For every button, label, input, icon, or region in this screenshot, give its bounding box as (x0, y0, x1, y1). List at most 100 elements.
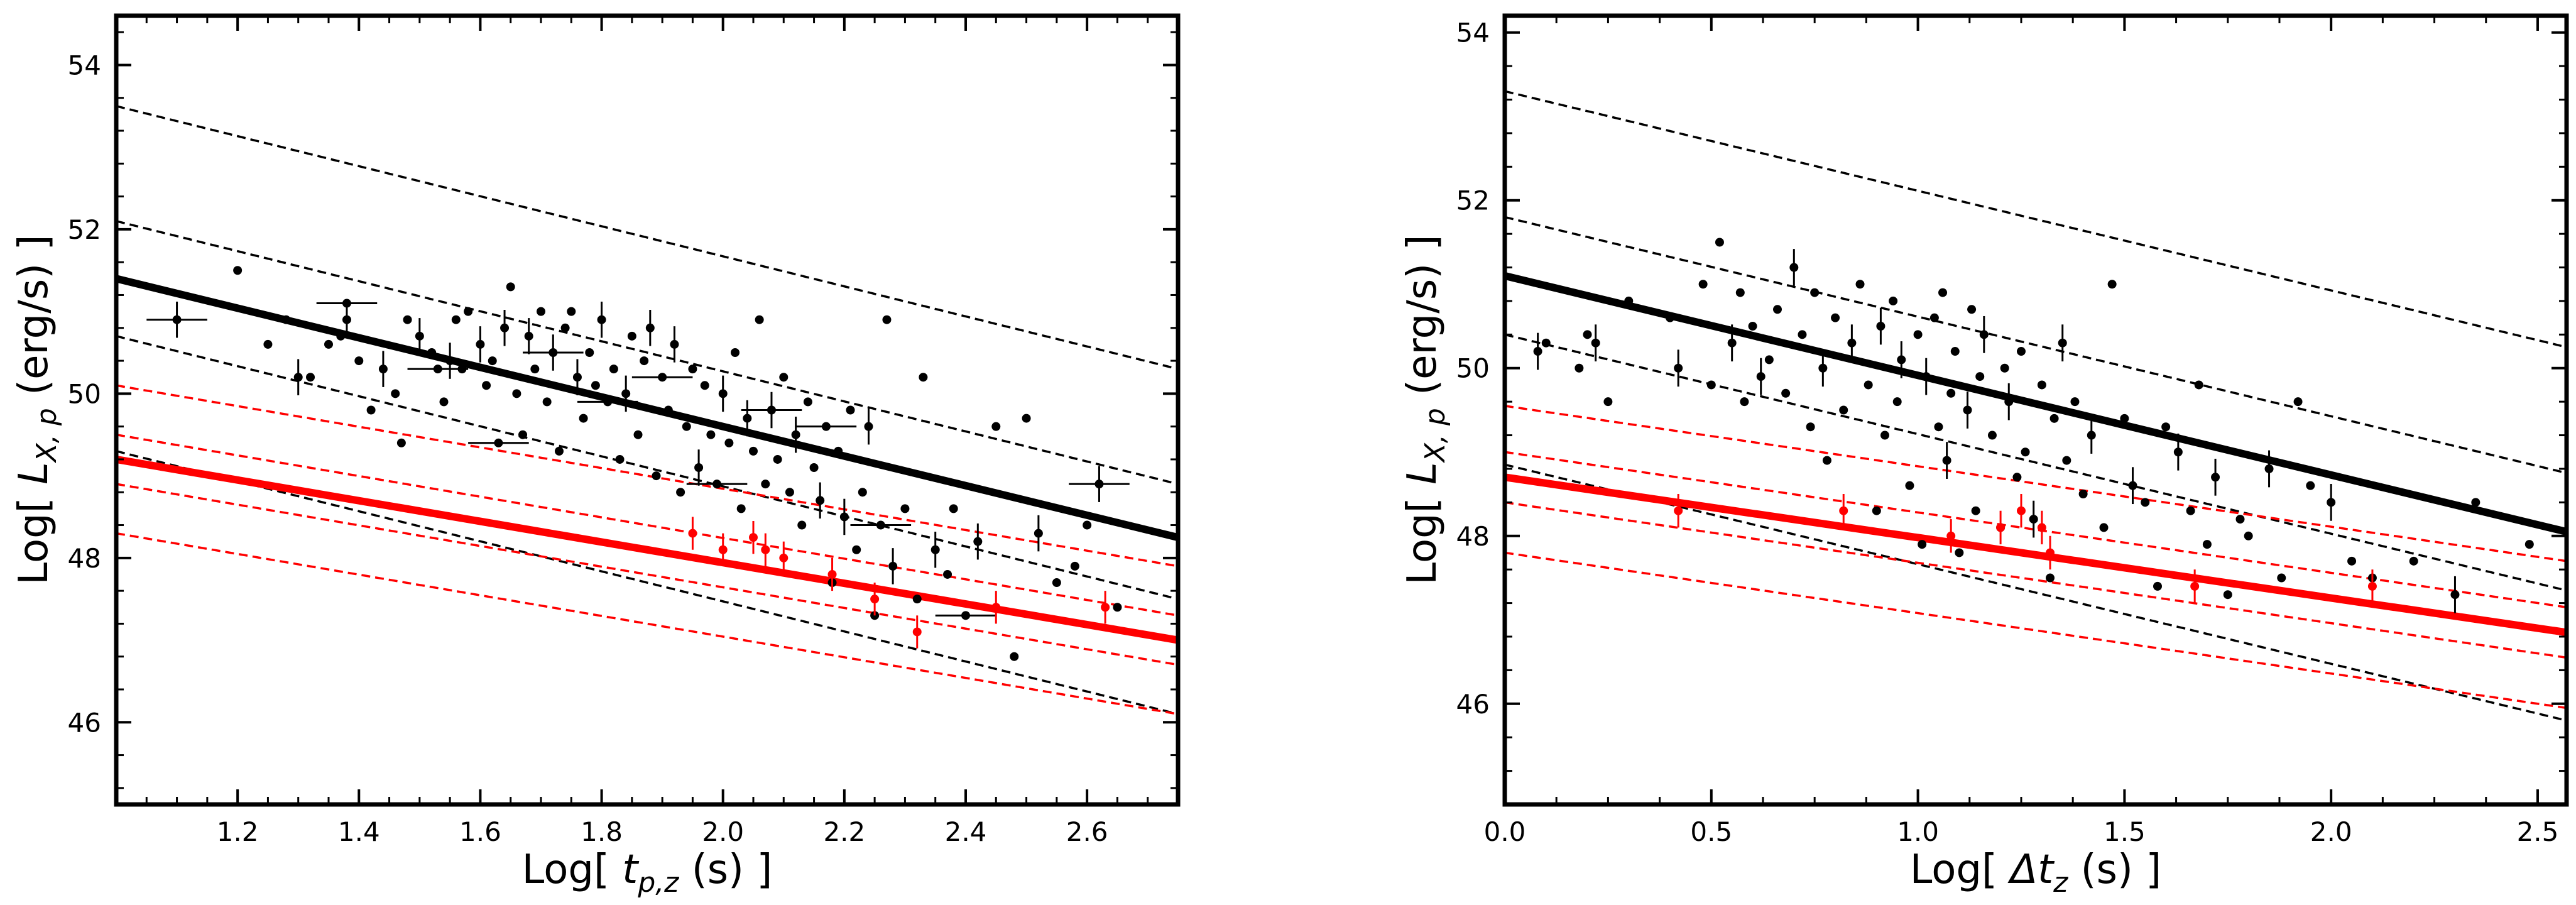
black-point (1624, 296, 1634, 305)
x-tick-label: 1.5 (2104, 816, 2146, 847)
black-point (2107, 280, 2117, 289)
red-point (761, 545, 770, 554)
red-point (1839, 506, 1848, 515)
black-point (1810, 288, 1820, 297)
black-point (281, 315, 291, 324)
black-point (1698, 280, 1708, 289)
black-point (457, 365, 467, 374)
black-point (912, 595, 922, 604)
red-fit-line (116, 456, 1178, 644)
black-fit-line (116, 275, 1178, 541)
black-point (1892, 397, 1902, 407)
black-point (554, 446, 564, 456)
x-tick-label: 0.5 (1690, 816, 1732, 847)
black-point (1764, 355, 1774, 365)
x-tick-label: 2.4 (945, 816, 987, 847)
red-upper-1sigma-line (1505, 451, 2567, 608)
black-point (1975, 372, 1985, 381)
x-tick-label: 2.2 (823, 816, 865, 847)
black-point (700, 381, 709, 390)
x-tick-label: 2.5 (2517, 816, 2559, 847)
black-point (2120, 414, 2129, 423)
black-point (427, 348, 437, 357)
black-point (1070, 561, 1079, 571)
black-point (2046, 573, 2055, 583)
red-point (779, 553, 789, 562)
black-point (2277, 573, 2286, 583)
black-point (1864, 380, 1873, 390)
y-tick-label: 46 (1456, 689, 1490, 720)
black-point (1022, 414, 1031, 423)
black-point (797, 520, 807, 530)
black-point (1806, 422, 1815, 432)
black-point (391, 389, 400, 398)
black-point (1946, 388, 1956, 398)
black-point (2471, 498, 2480, 507)
black-point (2235, 515, 2245, 524)
black-point (900, 504, 910, 513)
black-point (846, 405, 855, 415)
black-point (1575, 363, 1584, 373)
x-tick-label: 1.2 (217, 816, 259, 847)
y-tick-label: 52 (68, 214, 101, 245)
red-lower-1sigma-line (1505, 501, 2567, 659)
black-point (585, 348, 594, 357)
x-tick-label: 2.0 (2310, 816, 2352, 847)
y-tick-label: 46 (68, 707, 101, 738)
black-point (2062, 456, 2071, 465)
red-lower-1sigma-line (116, 483, 1178, 666)
x-axis-label: Log[ Δtz (s) ] (1910, 847, 2162, 899)
x-tick-label: 1.4 (338, 816, 380, 847)
black-point (1773, 305, 1782, 314)
black-point (2306, 481, 2315, 490)
black-point (663, 405, 673, 415)
y-tick-label: 54 (1456, 18, 1490, 48)
black-point (591, 381, 600, 390)
black-point (506, 282, 515, 292)
black-point (682, 422, 691, 431)
black-point (1905, 481, 1914, 490)
black-point (991, 422, 1001, 431)
black-point (1583, 330, 1592, 339)
black-point (1541, 338, 1551, 348)
black-point (233, 266, 243, 275)
black-point (1971, 506, 1980, 515)
black-point (2016, 347, 2026, 356)
fit-lines-group (116, 105, 1178, 715)
black-point (518, 430, 528, 439)
black-point (779, 373, 789, 382)
red-point (1946, 531, 1956, 540)
black-upper-1sigma-line (1505, 333, 2567, 592)
black-point (652, 471, 661, 481)
black-point (1967, 305, 1977, 314)
black-point (512, 389, 521, 398)
red-point (2367, 581, 2377, 591)
black-point (755, 315, 764, 324)
black-point (1740, 397, 1749, 407)
black-upper-1sigma-line (116, 335, 1178, 600)
black-point (785, 488, 794, 497)
black-point (2202, 540, 2212, 549)
black-point (2070, 397, 2080, 407)
y-tick-label: 52 (1456, 185, 1490, 216)
red-upper-1sigma-line (116, 433, 1178, 617)
red-fit-line (1505, 473, 2567, 637)
black-point (1083, 520, 1092, 530)
black-point (1950, 347, 1960, 356)
red-point (749, 533, 758, 542)
x-tick-label: 2.0 (702, 816, 744, 847)
black-point (366, 405, 376, 415)
black-point (2078, 490, 2088, 499)
x-tick-label: 1.6 (459, 816, 501, 847)
black-point (2012, 473, 2022, 482)
black-point (2293, 397, 2303, 407)
black-upper-2sigma-line (1505, 216, 2567, 474)
black-point (834, 446, 843, 456)
plot-frame (1502, 13, 2569, 807)
red-point (827, 569, 837, 579)
black-point (403, 315, 412, 324)
x-tick-label: 0.0 (1484, 816, 1526, 847)
black-point (2186, 506, 2195, 515)
points-group (1533, 238, 2534, 613)
